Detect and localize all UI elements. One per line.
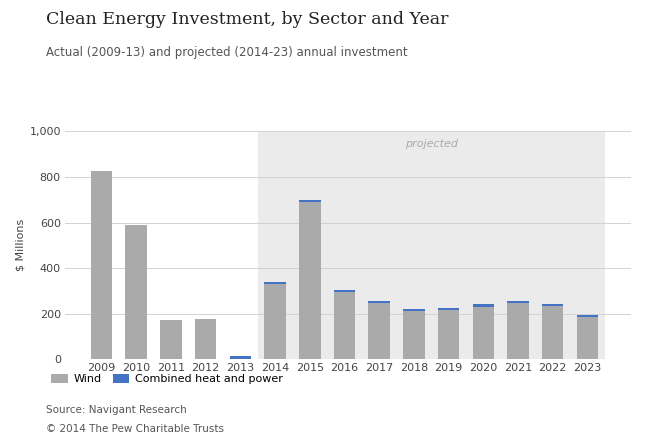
Text: © 2014 The Pew Charitable Trusts: © 2014 The Pew Charitable Trusts — [46, 424, 224, 434]
Bar — [125, 225, 147, 359]
Bar — [403, 309, 424, 311]
Y-axis label: $ Millions: $ Millions — [15, 219, 25, 272]
Text: projected: projected — [405, 139, 458, 149]
Bar — [369, 301, 390, 304]
Text: Clean Energy Investment, by Sector and Year: Clean Energy Investment, by Sector and Y… — [46, 11, 448, 28]
Bar — [438, 308, 460, 310]
Bar — [257, 131, 604, 359]
Legend: Wind, Combined heat and power: Wind, Combined heat and power — [51, 374, 283, 384]
Bar — [299, 200, 320, 202]
Bar — [438, 310, 460, 359]
Bar — [229, 356, 251, 359]
Bar — [265, 284, 286, 359]
Bar — [369, 304, 390, 359]
Bar — [473, 304, 494, 307]
Bar — [577, 315, 598, 317]
Bar — [473, 307, 494, 359]
Bar — [299, 202, 320, 359]
Bar — [333, 290, 355, 292]
Text: Actual (2009-13) and projected (2014-23) annual investment: Actual (2009-13) and projected (2014-23)… — [46, 46, 407, 59]
Bar — [403, 311, 424, 359]
Bar — [507, 304, 529, 359]
Bar — [577, 317, 598, 359]
Bar — [542, 306, 564, 359]
Bar — [265, 282, 286, 284]
Bar — [160, 321, 181, 359]
Bar — [91, 171, 112, 359]
Bar — [195, 319, 216, 359]
Text: Source: Navigant Research: Source: Navigant Research — [46, 405, 187, 415]
Bar — [333, 292, 355, 359]
Bar — [507, 301, 529, 304]
Bar — [542, 304, 564, 306]
